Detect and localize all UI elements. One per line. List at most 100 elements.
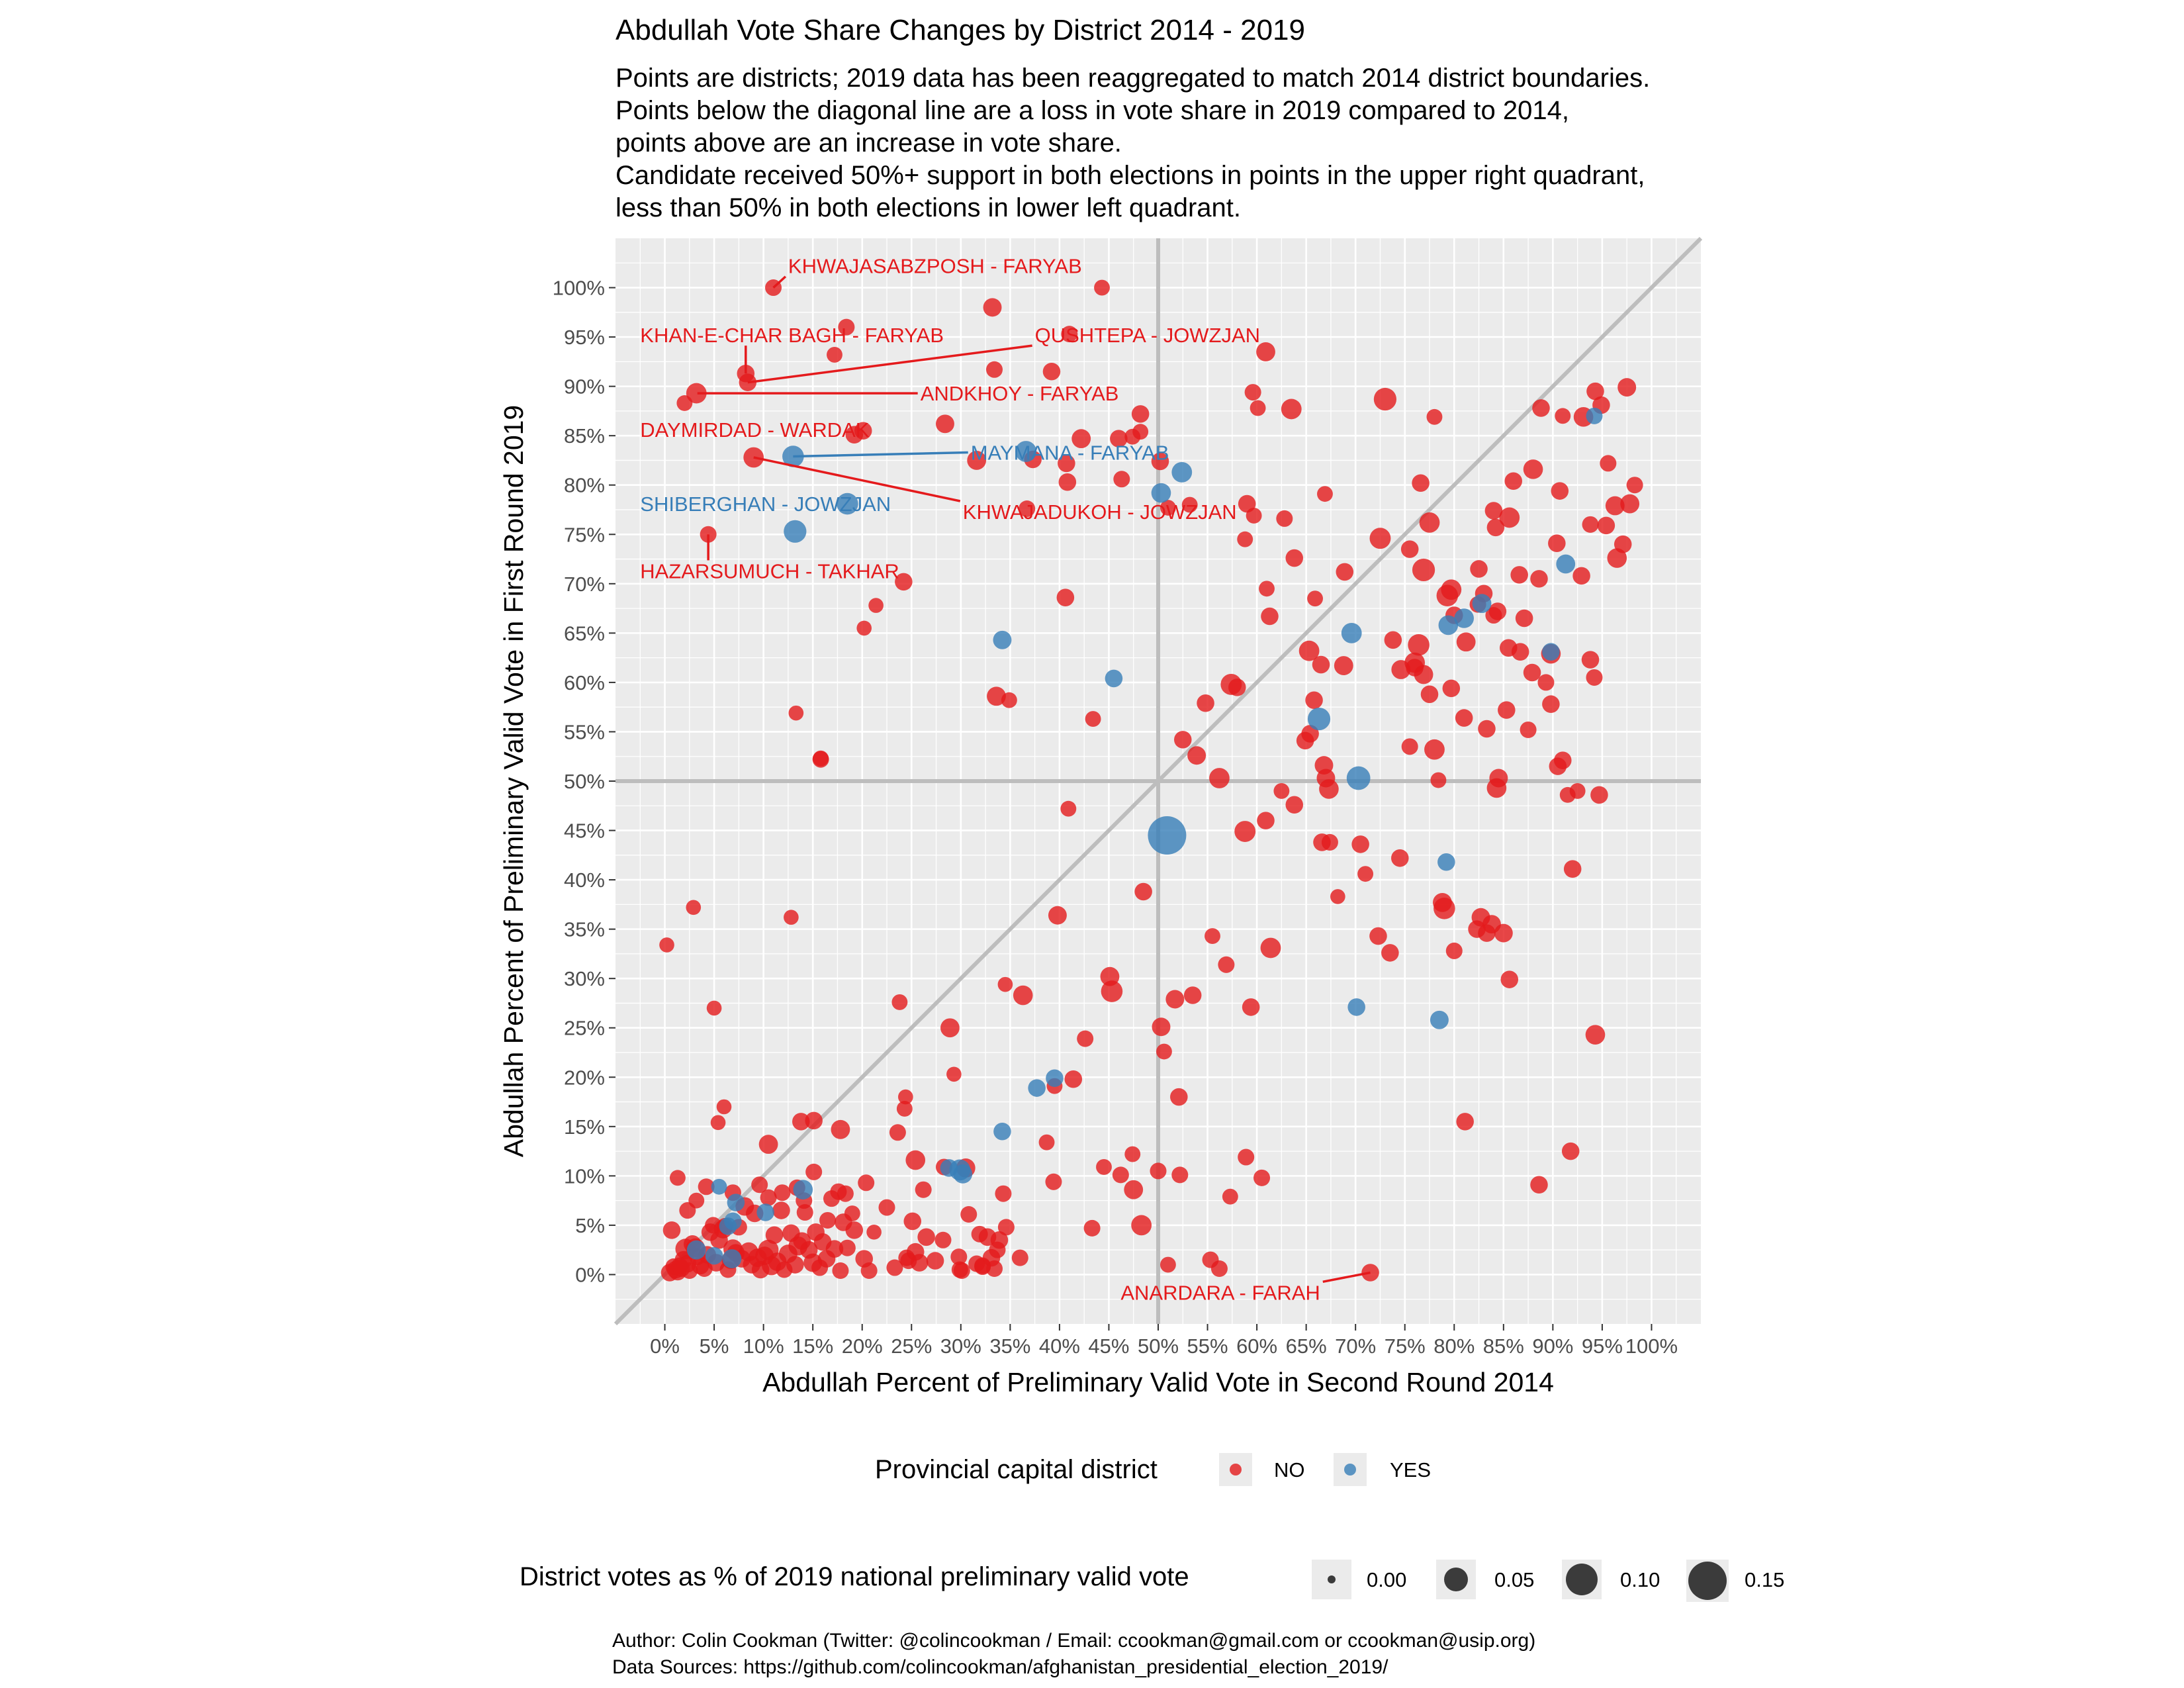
subtitle-line-3: points above are an increase in vote sha… (615, 128, 1122, 158)
district-point-no (659, 937, 674, 953)
size-label-3: 0.15 (1745, 1568, 1784, 1591)
district-point-yes (1430, 1010, 1449, 1029)
district-point-no (1511, 643, 1529, 661)
y-tick-label: 5% (575, 1214, 605, 1237)
district-point-no (832, 1262, 849, 1279)
district-point-no (1160, 1256, 1176, 1273)
district-point-no (1456, 632, 1476, 652)
district-point-no (696, 1260, 713, 1278)
district-point-no (1586, 669, 1603, 686)
district-point-no (950, 1248, 968, 1266)
district-point-no (1600, 455, 1617, 472)
district-point-no (1257, 812, 1275, 829)
district-point-yes (993, 1122, 1011, 1141)
district-point-no (1510, 566, 1528, 584)
district-point-no (844, 1205, 860, 1221)
district-point-no (788, 705, 804, 721)
district-point-no (1256, 342, 1275, 361)
district-point-no (946, 1066, 962, 1082)
district-point-no (1373, 387, 1397, 411)
district-point-yes (784, 520, 807, 543)
district-point-no (1614, 535, 1632, 553)
district-point-no (1390, 849, 1409, 867)
district-point-no (1317, 486, 1333, 502)
district-point-no (1316, 769, 1336, 788)
x-tick-label: 65% (1286, 1335, 1327, 1358)
x-tick-label: 75% (1385, 1335, 1426, 1358)
district-point-yes (1542, 643, 1560, 661)
district-point-no (1094, 279, 1110, 296)
y-tick-label: 85% (564, 424, 605, 447)
district-point-no (1470, 560, 1488, 578)
district-point-no (1056, 588, 1075, 606)
district-point-no (662, 1221, 681, 1239)
district-point-no (868, 598, 884, 613)
district-point-no (698, 1178, 715, 1196)
district-point-no (1160, 500, 1176, 516)
x-tick-label: 30% (940, 1335, 981, 1358)
district-point-no (1484, 502, 1503, 520)
caption-author: Author: Colin Cookman (Twitter: @colinco… (612, 1630, 1535, 1652)
district-point-no (845, 1221, 864, 1239)
district-point-no (1152, 1017, 1171, 1037)
district-point-no (837, 1185, 854, 1202)
size-key-2 (1566, 1564, 1598, 1595)
district-point-no (1369, 528, 1391, 549)
size-legend: District votes as % of 2019 national pre… (520, 1560, 1784, 1602)
district-point-no (1150, 1162, 1167, 1180)
district-point-yes (727, 1194, 745, 1211)
x-tick-label: 20% (842, 1335, 883, 1358)
y-tick-label: 70% (564, 573, 605, 596)
district-point-no (1504, 472, 1523, 491)
district-point-no (831, 1119, 850, 1139)
x-tick-label: 0% (650, 1335, 680, 1358)
district-point-no (1064, 1070, 1083, 1088)
x-tick-label: 25% (891, 1335, 932, 1358)
y-tick-label: 95% (564, 326, 605, 349)
district-point-no (1401, 738, 1418, 755)
district-point-no (1426, 408, 1443, 425)
district-point-no (1590, 786, 1608, 804)
district-point-no (1281, 399, 1302, 420)
district-point-no (898, 1249, 915, 1266)
district-point-no (1071, 429, 1091, 449)
x-tick-label: 70% (1335, 1335, 1376, 1358)
district-point-no (940, 1018, 960, 1038)
district-point-no (995, 1185, 1012, 1202)
district-point-yes (1347, 998, 1365, 1016)
district-point-no (1499, 507, 1520, 528)
district-point-yes (1046, 1069, 1064, 1088)
district-point-no (1048, 906, 1067, 925)
district-point-no (1561, 1142, 1580, 1160)
district-point-yes (1307, 707, 1331, 731)
district-point-no (1218, 956, 1235, 973)
y-tick-label: 40% (564, 868, 605, 892)
district-point-no (1406, 659, 1424, 677)
district-point-no (1242, 998, 1260, 1016)
district-point-no (1478, 924, 1496, 942)
district-point-no (1351, 835, 1369, 853)
district-point-no (1400, 540, 1419, 558)
district-point-no (1419, 512, 1440, 533)
district-point-no (1019, 500, 1036, 518)
district-point-no (1597, 516, 1615, 535)
district-point-yes (993, 630, 1012, 649)
district-point-no (1124, 1180, 1144, 1199)
district-point-no (967, 451, 987, 470)
subtitle-line-2: Points below the diagonal line are a los… (615, 96, 1569, 125)
district-point-yes (711, 1178, 727, 1195)
district-point-no (1532, 399, 1550, 417)
district-point-no (1165, 990, 1185, 1009)
y-tick-label: 100% (553, 277, 605, 300)
district-point-no (1620, 494, 1640, 514)
district-point-no (1112, 1166, 1129, 1184)
district-point-no (860, 1262, 878, 1279)
district-point-no (772, 1201, 790, 1219)
district-point-yes (1556, 554, 1576, 574)
y-tick-label: 75% (564, 523, 605, 546)
district-point-no (765, 1226, 784, 1244)
district-point-no (1412, 474, 1430, 492)
district-point-no (1432, 892, 1452, 912)
district-point-no (1058, 473, 1077, 491)
annotation-leader (753, 456, 961, 502)
